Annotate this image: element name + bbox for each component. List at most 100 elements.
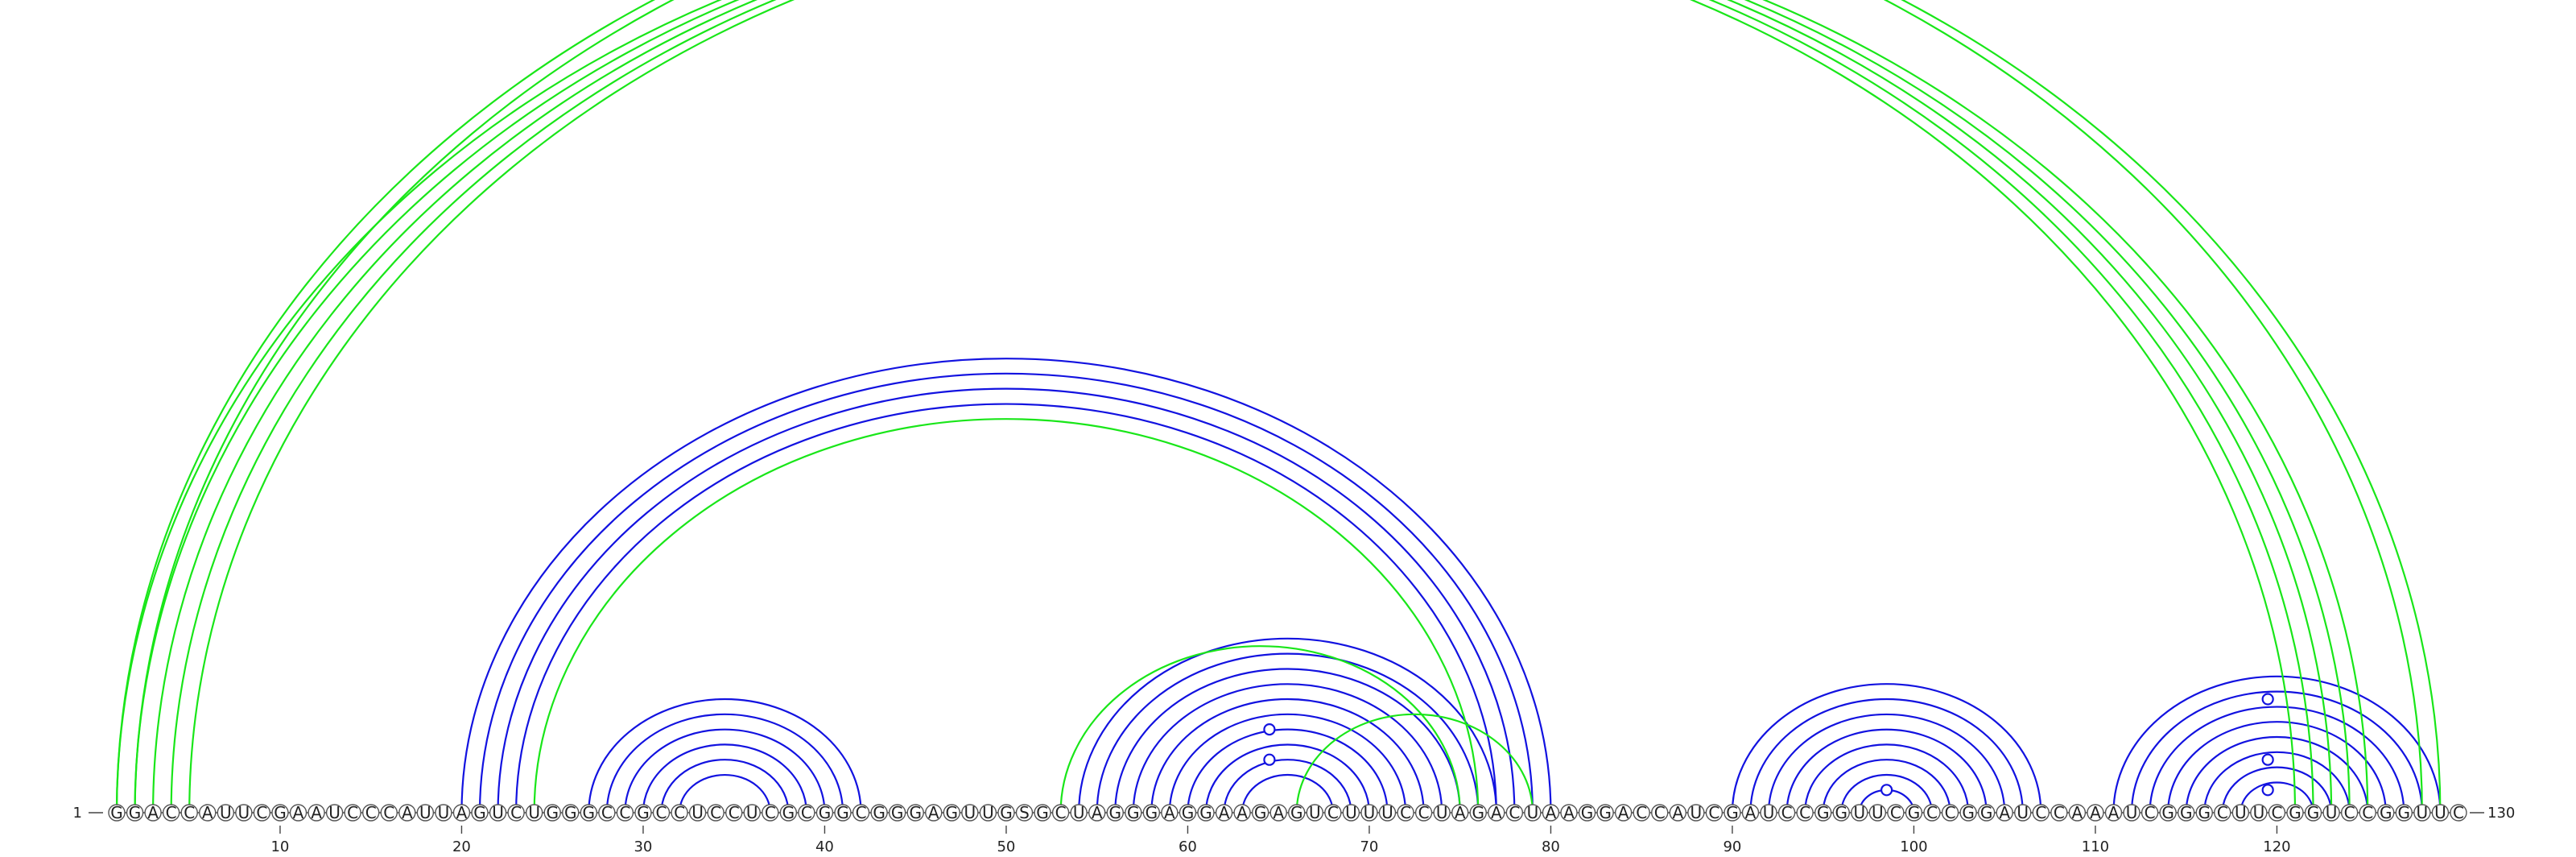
nucleotide-letter: C <box>729 803 740 822</box>
nucleotide-circle <box>779 804 798 822</box>
nucleotide-27: G <box>580 803 597 822</box>
arcs-layer <box>117 0 2440 813</box>
blue-arc-9 <box>678 773 771 814</box>
nucleotide-118: U <box>2231 803 2250 822</box>
nucleotide-circle <box>1125 804 1142 822</box>
nucleotide-letter: C <box>184 803 195 822</box>
blue-arc-23 <box>1785 728 1988 814</box>
nucleotide-letter: A <box>1546 803 1557 822</box>
nucleotide-letter: A <box>2090 803 2101 822</box>
nucleotide-circle <box>1542 804 1560 822</box>
nucleotide-letter: G <box>1962 803 1975 822</box>
nucleotide-circle <box>2195 804 2213 822</box>
nucleotide-letter: U <box>746 803 758 822</box>
nucleotide-91: A <box>1741 803 1760 822</box>
nucleotide-letter: U <box>2017 803 2029 822</box>
sequence-end-label: 130 <box>2487 805 2515 822</box>
nucleotide-letter: G <box>819 803 832 822</box>
green-arc-3 <box>170 0 2351 814</box>
tick-label-30: 30 <box>634 838 652 855</box>
nucleotide-130: C <box>2450 803 2467 822</box>
nucleotide-circle <box>2340 804 2359 822</box>
nucleotide-letter: C <box>2344 803 2355 822</box>
nucleotide-letter: C <box>383 803 394 822</box>
blue-arc-15 <box>1168 713 1407 814</box>
green-arc-0 <box>115 0 2297 814</box>
nucleotide-circle <box>398 804 416 822</box>
nucleotide-101: C <box>1923 803 1941 822</box>
nucleotide-letter: G <box>1980 803 1993 822</box>
nucleotide-circle <box>308 804 325 822</box>
nucleotide-circle <box>2104 804 2123 822</box>
nucleotide-letter: G <box>782 803 795 822</box>
nucleotide-25: G <box>543 803 561 822</box>
nucleotide-69: U <box>1342 803 1360 822</box>
nucleotide-letter: G <box>637 803 650 822</box>
nucleotide-16: C <box>380 803 398 822</box>
nucleotide-17: A <box>398 803 416 822</box>
nucleotide-letter: U <box>419 803 431 822</box>
nucleotide-letter: C <box>166 803 177 822</box>
nucleotide-letter: C <box>1636 803 1647 822</box>
nucleotide-43: G <box>870 803 888 822</box>
nucleotide-circle <box>1179 804 1197 822</box>
nucleotide-54: U <box>1070 803 1088 822</box>
nucleotide-111: A <box>2104 803 2123 822</box>
nucleotide-letter: G <box>1146 803 1158 822</box>
green-arc-1 <box>134 0 2314 814</box>
nucleotide-circle <box>1941 804 1959 822</box>
nucleotide-letter: A <box>147 803 159 822</box>
blue-arc-20 <box>1731 683 2042 814</box>
nucleotide-circle <box>1269 804 1287 822</box>
nucleotide-letter: A <box>202 803 213 822</box>
nucleotide-letter: G <box>946 803 959 822</box>
tick-label-40: 40 <box>815 838 834 855</box>
nucleotide-49: U <box>979 803 997 822</box>
nucleotide-circle <box>562 804 580 822</box>
nucleotide-34: C <box>707 803 724 822</box>
nucleotide-circle <box>2450 804 2467 822</box>
blue-arc-28 <box>2112 675 2442 814</box>
nucleotide-circle <box>2214 804 2231 822</box>
nucleotide-letter: G <box>2161 803 2174 822</box>
nucleotide-12: A <box>308 803 325 822</box>
nucleotide-letter: C <box>256 803 267 822</box>
nucleotide-circle <box>1760 804 1777 822</box>
nucleotide-59: A <box>1161 803 1179 822</box>
nucleotide-circle <box>2159 804 2177 822</box>
nucleotide-38: G <box>779 803 798 822</box>
nucleotide-circle <box>235 804 253 822</box>
nucleotide-circle <box>1288 804 1306 822</box>
green-arc-8 <box>1059 645 1461 814</box>
nucleotide-circle <box>1578 804 1596 822</box>
nucleotide-circle <box>906 804 924 822</box>
nucleotide-letter: G <box>2289 803 2301 822</box>
nucleotide-letter: G <box>873 803 886 822</box>
nucleotide-71: U <box>1378 803 1397 822</box>
nucleotide-letter: U <box>2235 803 2247 822</box>
nucleotide-circle <box>2359 804 2376 822</box>
nucleotide-121: G <box>2286 803 2304 822</box>
nucleotide-46: A <box>925 803 943 822</box>
ticks-layer: 10 20 30 40 50 60 70 80 90 100 110 120 <box>270 826 2291 855</box>
nucleotide-letter: G <box>2380 803 2392 822</box>
nucleotide-letter: C <box>1400 803 1411 822</box>
nucleotide-letter: G <box>2180 803 2193 822</box>
nucleotide-letter: A <box>402 803 413 822</box>
nucleotide-letter: U <box>2434 803 2446 822</box>
nucleotide-9: C <box>253 803 271 822</box>
nucleotide-circle <box>870 804 888 822</box>
nucleotide-letter: C <box>347 803 358 822</box>
nucleotide-circle <box>380 804 398 822</box>
nucleotide-circle <box>471 804 489 822</box>
blue-arc-34 <box>2221 766 2333 814</box>
nucleotide-50: G <box>997 803 1015 822</box>
nucleotide-18: U <box>416 803 435 822</box>
nucleotide-letter: C <box>1890 803 1901 822</box>
nucleotide-33: U <box>688 803 707 822</box>
nucleotide-88: U <box>1687 803 1705 822</box>
nucleotide-24: U <box>525 803 543 822</box>
blue-arc-8 <box>660 759 790 814</box>
nucleotide-letter: U <box>492 803 504 822</box>
nucleotide-circle <box>1887 804 1905 822</box>
